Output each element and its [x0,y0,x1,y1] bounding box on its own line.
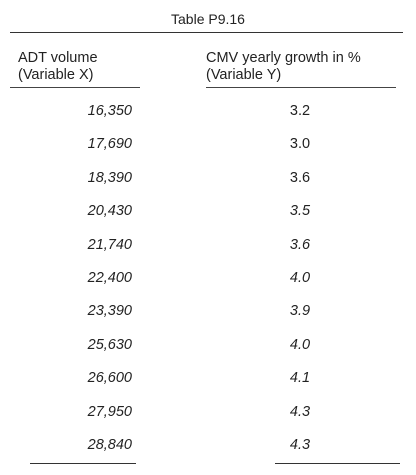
cell-adt-volume: 23,390 [87,303,132,320]
column-header-x-line1: ADT volume [18,50,98,66]
cell-adt-volume: 17,690 [87,136,132,153]
bottom-rule-y [275,463,400,464]
header-rule-x [10,87,140,88]
cell-adt-volume: 16,350 [87,103,132,119]
cell-cmv-growth: 3.6 [289,169,311,186]
cell-adt-volume: 20,430 [87,203,132,220]
cell-cmv-growth: 4.3 [289,436,311,453]
cell-cmv-growth: 3.0 [289,136,311,153]
cell-adt-volume: 22,400 [87,269,132,286]
table-row: 17,690 3.0 [0,128,416,161]
table-row: 27,950 4.3 [0,396,416,429]
cell-cmv-growth: 4.1 [289,370,311,387]
table-row: 23,390 3.9 [0,295,416,328]
header-rule-y [206,87,396,88]
bottom-rule-x [30,463,136,464]
cell-adt-volume: 25,630 [87,336,132,353]
cell-cmv-growth: 3.9 [289,303,311,320]
cell-cmv-growth: 3.6 [289,236,311,253]
cell-adt-volume: 26,600 [87,370,132,387]
table-row: 22,400 4.0 [0,262,416,295]
column-header-y: CMV yearly growth in % (Variable Y) [206,50,361,84]
cell-adt-volume: 27,950 [87,403,132,420]
cell-cmv-growth: 4.0 [289,336,311,353]
column-header-x-line2: (Variable X) [18,67,94,83]
table-row: 20,430 3.5 [0,195,416,228]
cell-adt-volume: 28,840 [87,436,132,453]
table-row: 26,600 4.1 [0,362,416,395]
cell-cmv-growth: 4.0 [289,269,311,286]
cell-cmv-growth: 4.3 [289,403,311,420]
cell-cmv-growth: 3.5 [289,203,311,220]
cell-adt-volume: 21,740 [87,236,132,253]
table-row: 18,390 3.6 [0,162,416,195]
column-header-x: ADT volume (Variable X) [18,50,98,84]
table-body: 16,350 3.2 17,690 3.0 18,390 3.6 20,430 … [0,95,416,462]
table-row: 16,350 3.2 [0,95,416,128]
table-row: 21,740 3.6 [0,229,416,262]
cell-adt-volume: 18,390 [87,169,132,186]
column-header-y-line1: CMV yearly growth in % [206,50,361,66]
table-row: 25,630 4.0 [0,329,416,362]
column-header-y-line2: (Variable Y) [206,67,282,83]
table-row: 28,840 4.3 [0,429,416,462]
cell-cmv-growth: 3.2 [289,103,311,119]
top-rule [10,32,403,33]
table-caption: Table P9.16 [171,11,245,27]
